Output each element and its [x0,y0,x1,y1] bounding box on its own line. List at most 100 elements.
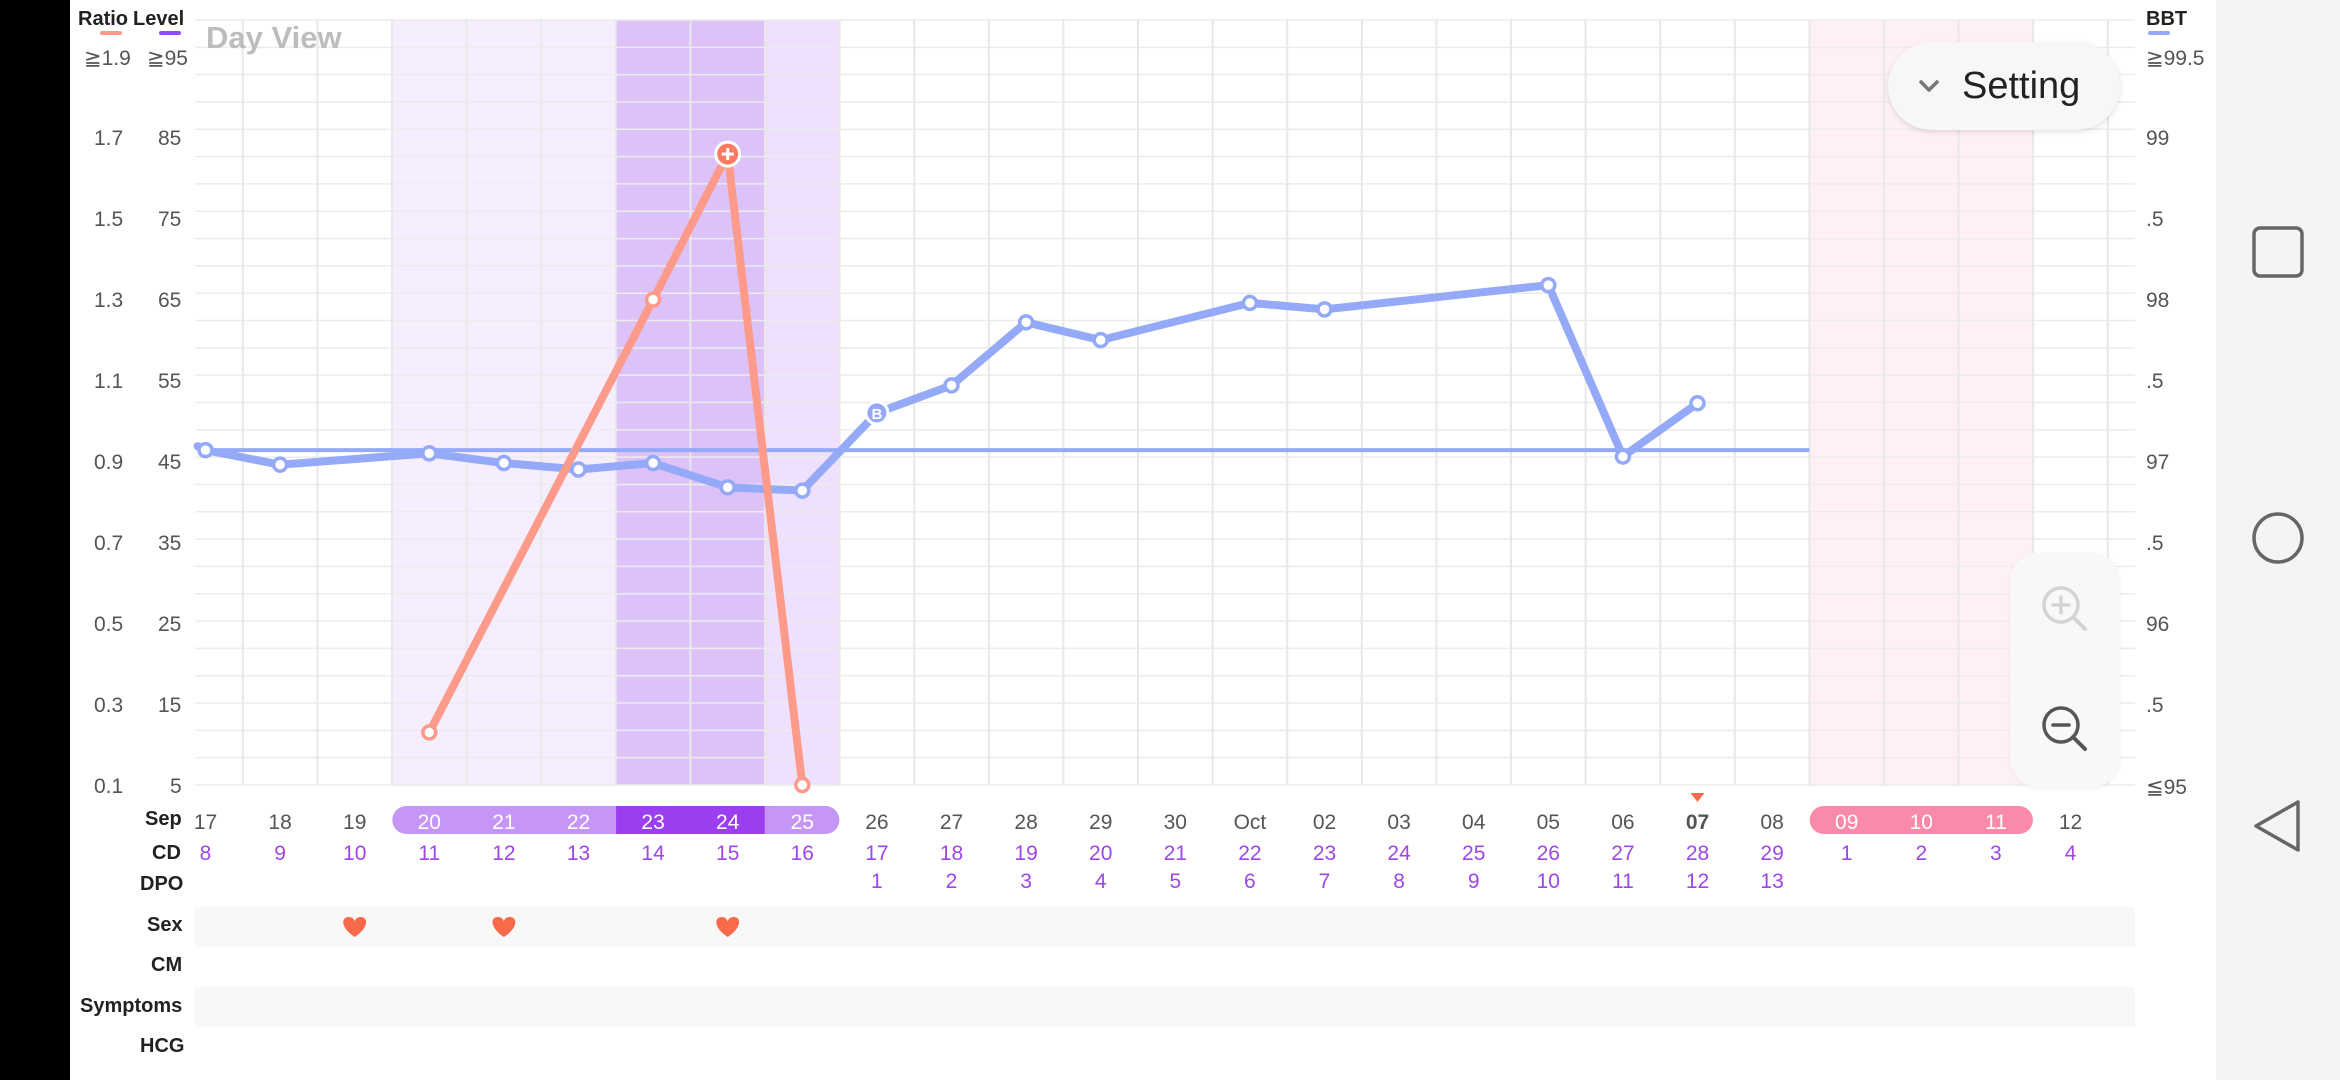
zoom-in-button[interactable] [2037,581,2093,637]
left-black-strip [0,0,70,1080]
level-tick: 25 [158,613,182,636]
dpo-label: 11 [1612,870,1634,893]
ratio-legend-swatch [100,31,122,35]
dpo-label: 2 [946,870,958,893]
date-label[interactable]: 03 [1387,811,1410,834]
bbt-point[interactable] [197,441,214,459]
date-label[interactable]: 02 [1313,811,1336,834]
bbt-point[interactable] [1017,314,1035,331]
row-label-dpo: DPO [140,873,184,895]
system-navigation-bar [2216,0,2340,1080]
zoom-out-button[interactable] [2037,701,2093,757]
bbt-point[interactable] [1614,448,1632,465]
dpo-label: 10 [1537,870,1560,893]
bbt-point[interactable] [421,445,438,462]
bbt-point[interactable] [864,400,890,426]
row-label-cm: CM [151,954,183,976]
circle-icon [2252,512,2304,564]
bbt-point[interactable] [570,461,587,478]
sex-row-bg [195,907,2135,947]
date-label[interactable]: 25 [791,811,814,834]
ratio-point[interactable] [421,724,438,741]
recents-button[interactable] [2248,222,2308,282]
date-label[interactable]: 09 [1835,811,1858,834]
cd-label: 17 [865,842,888,865]
fertile-end-pill [765,806,840,834]
bbt-point[interactable] [271,456,289,473]
dpo-label: 1 [871,870,883,893]
date-label[interactable]: 29 [1089,811,1112,834]
date-label[interactable]: 08 [1760,811,1783,834]
date-label[interactable]: 11 [1985,811,2007,834]
bbt-point[interactable] [1689,394,1706,412]
date-label[interactable]: 30 [1164,811,1187,834]
date-label[interactable]: Oct [1234,811,1267,834]
date-label[interactable]: 21 [492,811,515,834]
bbt-legend-swatch [2148,31,2170,35]
level-tick: 45 [158,451,182,474]
cd-label: 1 [1841,842,1853,865]
bbt-tick: 98 [2146,289,2170,312]
date-label[interactable]: 27 [940,811,963,834]
bbt-tick: ≧99.5 [2146,47,2205,70]
bbt-point[interactable] [719,479,736,496]
cd-label: 2 [1915,842,1927,865]
cd-label: 29 [1760,842,1783,865]
date-label[interactable]: 12 [2059,811,2082,834]
level-legend-swatch [159,31,181,35]
fertile-peak-pill [616,806,765,834]
level-tick: 55 [158,370,182,393]
bbt-point[interactable] [1241,294,1259,312]
bbt-point[interactable] [1092,331,1109,349]
bbt-line [193,281,1702,495]
cd-label: 23 [1313,842,1336,865]
home-button[interactable] [2248,508,2308,568]
bbt-point[interactable] [644,454,662,472]
setting-button[interactable]: Setting [1888,42,2120,130]
ratio-point[interactable] [644,291,662,308]
dpo-label: 5 [1169,870,1181,893]
ratio-tick: 0.3 [94,694,124,717]
back-button[interactable] [2248,796,2308,856]
date-label[interactable]: 20 [418,811,441,834]
cd-label: 24 [1387,842,1411,865]
row-label-hcg: HCG [140,1035,185,1057]
cd-label: 11 [418,842,440,865]
heart-icon[interactable] [716,917,740,937]
setting-label: Setting [1962,64,2081,107]
cd-label: 9 [274,842,286,865]
date-label[interactable]: 06 [1611,811,1634,834]
row-label-sex: Sex [147,914,183,936]
date-label[interactable]: 24 [716,811,740,834]
date-label[interactable]: 17 [194,811,217,834]
cd-label: 22 [1238,842,1261,865]
cd-label: 10 [343,842,366,865]
level-tick: 35 [158,532,182,555]
dpo-label: 6 [1244,870,1256,893]
date-label[interactable]: 10 [1910,811,1933,834]
day-view-label: Day View [206,20,342,55]
date-label[interactable]: 22 [567,811,590,834]
bbt-point[interactable] [794,482,811,499]
bbt-point[interactable] [1316,301,1333,318]
ratio-point[interactable] [794,776,811,794]
bbt-point[interactable] [943,377,960,394]
heart-icon[interactable] [492,917,516,937]
ratio-tick: 1.7 [94,127,124,150]
date-label[interactable]: 04 [1462,811,1486,834]
date-label[interactable]: 05 [1537,811,1560,834]
dpo-label: 9 [1468,870,1480,893]
ratio-line [425,150,807,789]
cycle-chart[interactable]: B 17 18 19 20 21 22 23 24 25 26 27 28 29 30 Oct 02 03 04 0… [70,0,2216,1080]
date-label[interactable]: 19 [343,811,366,834]
symptoms-row-bg [195,987,2135,1027]
level-axis-title: Level [133,8,185,30]
heart-icon[interactable] [343,917,367,937]
date-label[interactable]: 23 [641,811,664,834]
date-label[interactable]: 18 [268,811,291,834]
bbt-point[interactable] [495,454,513,472]
bbt-point[interactable] [1540,276,1557,294]
date-label[interactable]: 26 [865,811,888,834]
date-label[interactable]: 28 [1014,811,1037,834]
date-label[interactable]: 07 [1686,811,1709,834]
